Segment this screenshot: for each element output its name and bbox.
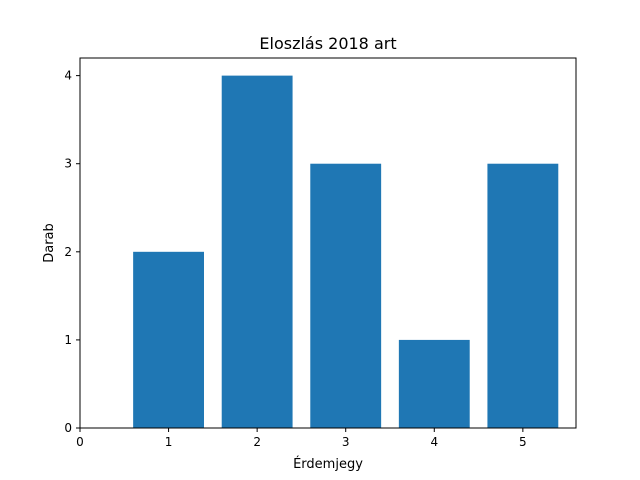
y-tick-label: 3	[64, 157, 72, 171]
bars	[133, 75, 559, 428]
x-tick-label: 3	[342, 435, 350, 449]
x-tick-label: 1	[165, 435, 173, 449]
x-tick-label: 0	[76, 435, 84, 449]
y-tick-label: 1	[64, 333, 72, 347]
x-tick-label: 5	[519, 435, 527, 449]
x-tick-label: 2	[253, 435, 261, 449]
x-axis-ticks: 0 1 2 3 4 5	[76, 428, 527, 449]
y-tick-label: 0	[64, 421, 72, 435]
bar-4	[398, 339, 470, 428]
y-axis-label: Darab	[42, 223, 57, 263]
chart-title: Eloszlás 2018 art	[259, 34, 396, 53]
plot-frame	[79, 57, 577, 429]
x-tick-label: 4	[430, 435, 438, 449]
y-tick-label: 4	[64, 69, 72, 83]
bar-1	[133, 251, 204, 428]
x-axis-label: Érdemjegy	[293, 456, 363, 472]
y-tick-label: 2	[64, 245, 72, 259]
bar-2	[221, 75, 293, 428]
bar-5	[487, 163, 559, 428]
y-axis-ticks: 0 1 2 3 4	[64, 69, 80, 435]
bar-3	[310, 163, 382, 428]
